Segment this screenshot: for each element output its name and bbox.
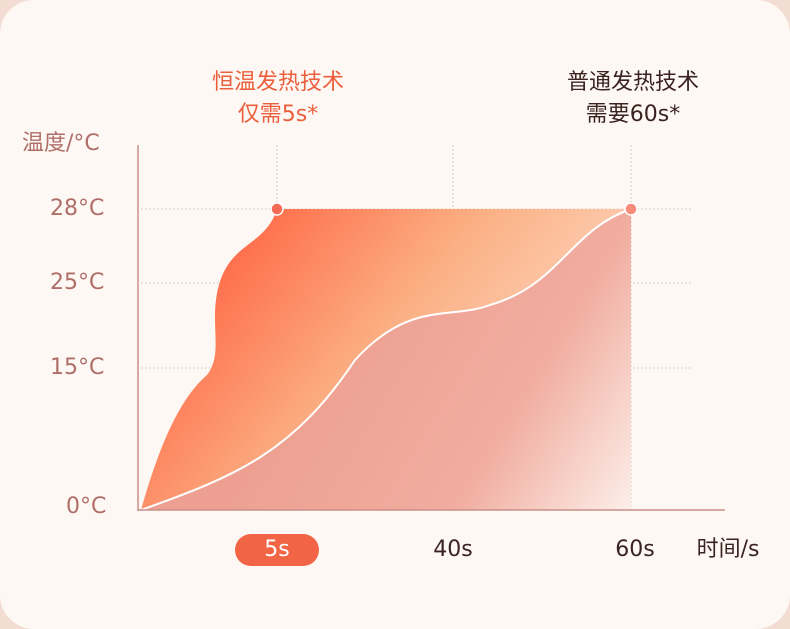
y-tick-0: 0°C [66,494,107,519]
x-axis-title: 时间/s [696,537,760,562]
y-axis-title: 温度/°C [22,131,100,156]
fast-5s-marker [270,202,284,216]
y-tick-28: 28°C [50,196,105,221]
slow-heating-curve [140,208,632,511]
normal-heating-annotation: 普通发热技术 需要60s* [533,67,733,131]
x-tick-40s: 40s [433,537,473,562]
fast-heating-annotation: 恒温发热技术 仅需5s* [178,67,378,131]
fast-heating-time: 仅需5s* [237,102,319,127]
fast-heating-title: 恒温发热技术 [211,70,344,95]
y-tick-15: 15°C [50,355,105,380]
x-tick-5s: 5s [235,534,319,566]
slow-60s-marker [624,202,638,216]
x-tick-60s: 60s [615,537,655,562]
normal-heating-time: 需要60s* [585,102,681,127]
y-tick-25: 25°C [50,270,105,295]
slow-heating-area [141,209,631,510]
normal-heating-title: 普通发热技术 [566,70,699,95]
